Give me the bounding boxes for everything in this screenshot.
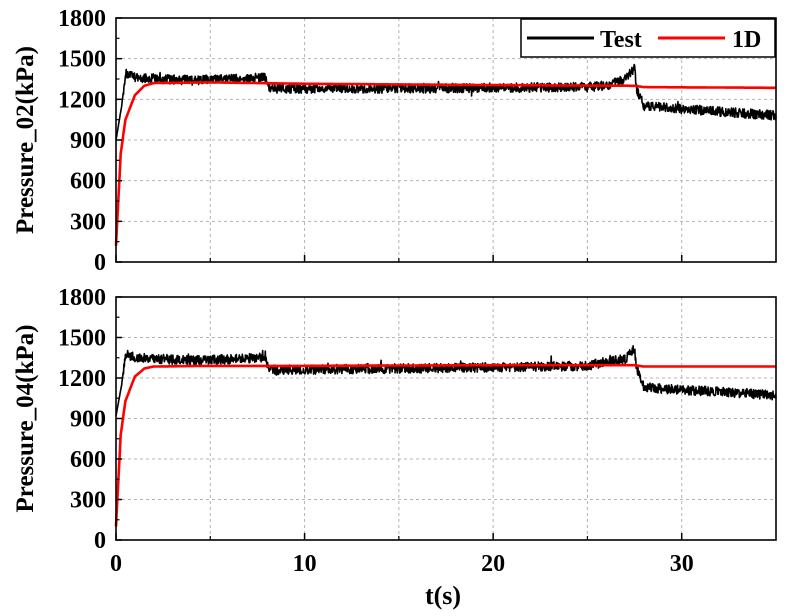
series-line-1d xyxy=(114,363,777,527)
x-tick-label: 20 xyxy=(481,551,505,577)
legend-label-test: Test xyxy=(600,27,642,53)
y-axis-label: Pressure_02(kPa) xyxy=(12,46,39,234)
y-tick-label: 1800 xyxy=(58,285,106,311)
y-tick-label: 1200 xyxy=(58,366,106,392)
y-tick-label: 1800 xyxy=(58,6,106,32)
y-tick-label: 0 xyxy=(94,528,106,554)
legend-label-1d: 1D xyxy=(732,27,761,53)
x-tick-label: 0 xyxy=(110,551,122,577)
y-tick-label: 900 xyxy=(70,128,106,154)
series-line-1d xyxy=(114,81,777,246)
y-tick-label: 300 xyxy=(70,209,106,235)
series-line-test xyxy=(115,63,777,141)
series-line-test xyxy=(115,345,777,416)
panel-2: 0 300 600 900 1200 1500 1800 0 10 20 30 Pressure_04… xyxy=(12,285,777,577)
panel-1: 0 300 600 900 1200 1500 1800 Pressure_02(kPa) xyxy=(12,6,777,276)
y-tick-label: 600 xyxy=(70,169,106,195)
y-tick-label: 1500 xyxy=(58,47,106,73)
y-axis-label: Pressure_04(kPa) xyxy=(12,325,39,513)
y-tick-label: 600 xyxy=(70,447,106,473)
y-tick-label: 1200 xyxy=(58,87,106,113)
x-tick-label: 30 xyxy=(670,551,694,577)
legend: Test 1D xyxy=(520,18,776,58)
x-tick-label: 10 xyxy=(293,551,317,577)
y-tick-label: 900 xyxy=(70,407,106,433)
y-tick-label: 300 xyxy=(70,488,106,514)
y-tick-label: 0 xyxy=(94,250,106,276)
chart-panels: 0300600900120015001800Pressure_02(kPa)03… xyxy=(12,6,777,577)
y-tick-label: 1500 xyxy=(58,326,106,352)
x-axis-label: t(s) xyxy=(425,581,461,610)
